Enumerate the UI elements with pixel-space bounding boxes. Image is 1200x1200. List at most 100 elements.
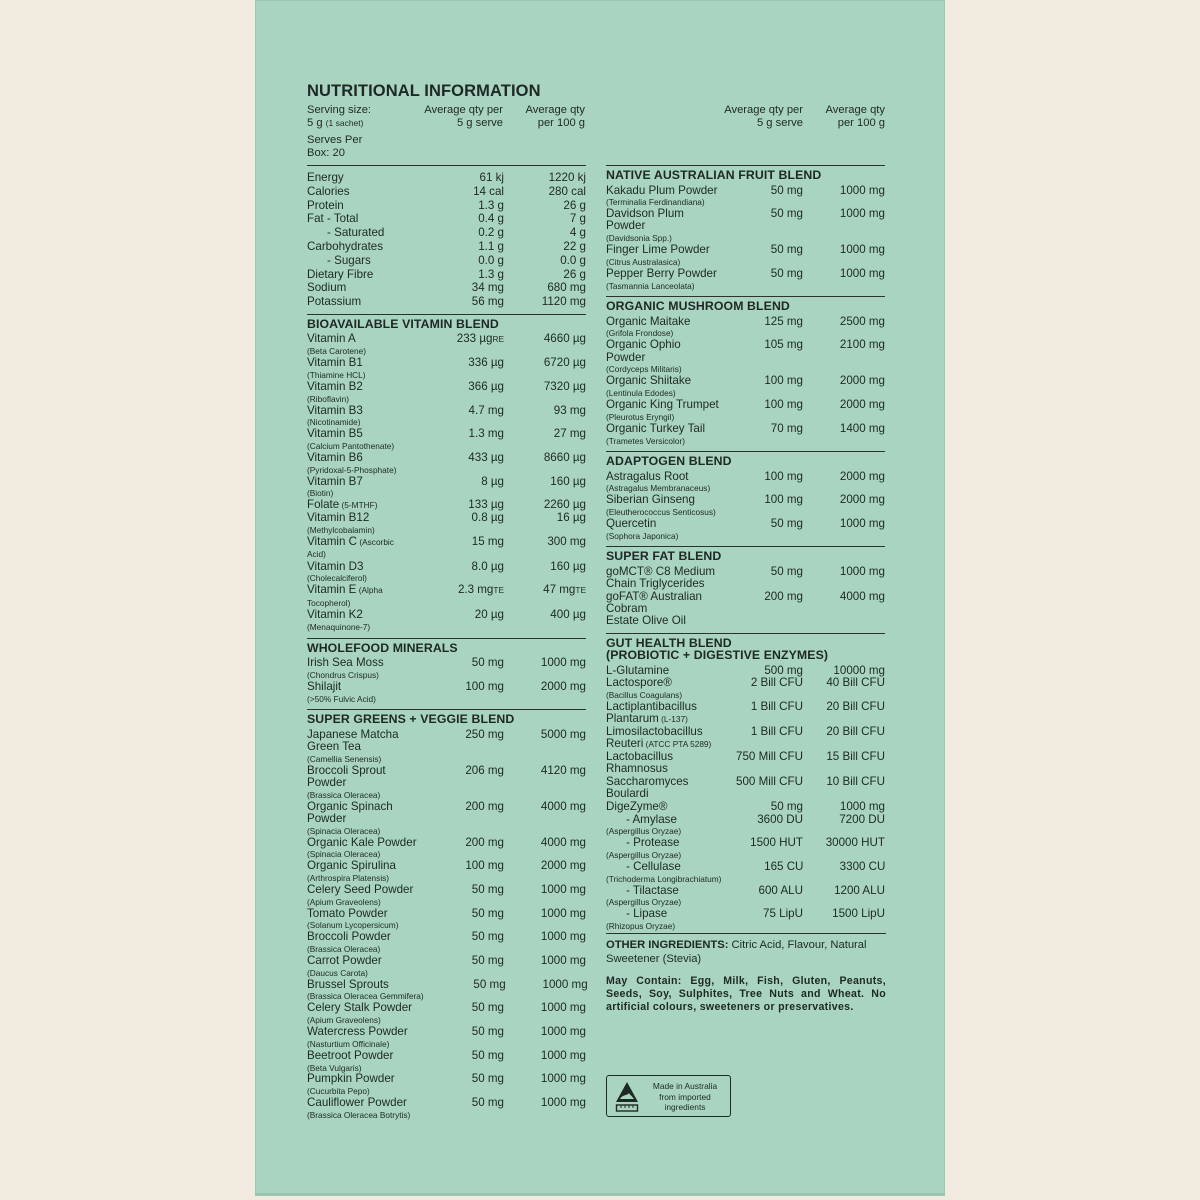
nutrient-row: Fat - Total 0.4 g 7 g <box>307 212 586 226</box>
nutrient-name: Organic Shiitake <box>606 375 721 387</box>
nutrient-name: Japanese Matcha Green Tea <box>307 728 422 754</box>
nutrient-name: Celery Stalk Powder <box>307 1002 422 1014</box>
nutrient-label: Saccharomyces Boulardi <box>606 774 689 801</box>
qty-per-serve: 50 mg <box>422 907 504 931</box>
section-nutrition-facts: Energy 61 kj 1220 kj Calories 14 cal 280 cal P… <box>307 165 586 309</box>
nutrient-name: Pumpkin Powder <box>307 1073 422 1085</box>
qty-per-100g-value: 1220 kj <box>548 171 586 184</box>
nutrient-row: Organic Shiitake (Lentinula Edodes) 100 mg… <box>606 375 885 398</box>
qty-per-serve-value: 50 mg <box>770 799 803 813</box>
qty-per-100g: 27 mg <box>504 428 586 451</box>
qty-per-serve-value: 250 mg <box>465 727 504 741</box>
qty-per-serve: 600 ALU <box>721 883 803 908</box>
allergen-statement: May Contain: Egg, Milk, Fish, Gluten, Pe… <box>606 975 886 1013</box>
qty-per-100g-value: 4000 mg <box>540 835 586 849</box>
nutrient-name-cell: Pepper Berry Powder (Tasmannia Lanceolata… <box>606 267 721 291</box>
qty-per-100g: 160 µg <box>504 475 586 499</box>
qty-per-serve: 50 mg <box>721 267 803 291</box>
qty-per-serve-value: 50 mg <box>471 1048 504 1062</box>
nutrient-name: Cauliflower Powder <box>307 1096 422 1109</box>
section-title: ADAPTOGEN BLEND <box>606 454 732 468</box>
serving-header-right: Average qty per 5 g serve Average qty pe… <box>606 104 885 134</box>
nutrient-name: Calories <box>307 185 422 199</box>
serves-per-box: Serves Per Box: 20 <box>307 134 363 159</box>
qty-per-100g: 400 µg <box>504 609 586 632</box>
nutrient-name-cell: Broccoli Powder (Brassica Oleracea) <box>307 931 422 954</box>
qty-per-100g: 1000 mg <box>504 656 586 680</box>
qty-per-serve-value: 50 mg <box>473 977 506 991</box>
qty-per-100g: 26 g <box>504 199 586 213</box>
nutrient-name-cell: Pumpkin Powder (Cucurbita Pepo) <box>307 1073 422 1096</box>
nutrient-name: Protein <box>307 199 422 213</box>
nutrient-source: (Cordyceps Militaris) <box>606 364 682 375</box>
nutrient-note: (ATCC PTA 5289) <box>643 739 712 750</box>
qty-per-100g: 20 Bill CFU <box>803 700 885 726</box>
serving-size-value: 5 g <box>307 117 323 129</box>
nutrient-source: (Sophora Japonica) <box>606 530 679 541</box>
nutrient-label: Watercress Powder <box>307 1025 408 1039</box>
section-super-greens-veggie-blend: SUPER GREENS + VEGGIE BLEND Japanese Matc… <box>307 709 588 1120</box>
nutrient-name: Carrot Powder <box>307 954 422 967</box>
nutrient-name: DigeZyme® <box>606 800 721 813</box>
nutrient-name: - Amylase <box>606 813 721 826</box>
qty-per-100g: 2000 mg <box>504 680 586 704</box>
qty-per-100g-value: 10000 mg <box>833 663 885 677</box>
nutrient-row: Irish Sea Moss (Chondrus Crispus) 50 mg 100… <box>307 656 586 680</box>
nutrient-row: DigeZyme® 50 mg 1000 mg <box>606 799 885 813</box>
nutrient-name-cell: Limosilactobacillus Reuteri (ATCC PTA 52… <box>606 725 721 751</box>
qty-per-serve: 61 kj <box>422 171 505 185</box>
nutrient-label: Organic Ophio Powder <box>606 338 681 364</box>
qty-per-serve: 50 mg <box>721 517 803 541</box>
nutrient-label: goFAT® Australian Cobram Estate Olive Oi… <box>606 589 702 628</box>
nutrient-row: Organic King Trumpet (Pleurotus Eryngil) 1… <box>606 398 885 422</box>
nutrient-label: - Cellulase <box>626 859 681 873</box>
nutrient-name-cell: Tomato Powder (Solanum Lycopersicum) <box>307 907 422 931</box>
qty-per-serve-value: 50 mg <box>471 1096 504 1110</box>
nutrient-row: Energy 61 kj 1220 kj <box>307 171 586 185</box>
qty-per-serve-value: 15 mg <box>471 534 504 548</box>
nutrient-label: Vitamin B2 <box>307 379 363 393</box>
nutrient-name: Vitamin B3 <box>307 404 422 417</box>
nutrient-row: Astragalus Root (Astragalus Membranaceus)… <box>606 470 885 494</box>
qty-per-serve: 70 mg <box>721 422 803 446</box>
qty-per-100g-value: 30000 HUT <box>825 836 885 850</box>
qty-per-serve-value: 50 mg <box>770 243 803 257</box>
qty-per-100g-value: 40 Bill CFU <box>826 676 885 690</box>
nutrient-row: goMCT® C8 Medium Chain Triglycerides 50 m… <box>606 565 885 591</box>
nutrient-row: Siberian Ginseng (Eleutherococcus Sentico… <box>606 494 885 517</box>
nutrient-label: Kakadu Plum Powder <box>606 183 718 197</box>
qty-per-100g-value: 4000 mg <box>839 589 885 603</box>
nutrient-source: (Tasmannia Lanceolata) <box>606 280 695 291</box>
nutrient-name-cell: Carrot Powder (Daucus Carota) <box>307 954 422 978</box>
nutrient-name-cell: Celery Seed Powder (Apium Graveolens) <box>307 883 422 907</box>
nutrient-source: (Biotin) <box>307 488 334 499</box>
right-column: NATIVE AUSTRALIAN FRUIT BLEND Kakadu Plum… <box>606 160 885 932</box>
qty-per-100g-value: 1000 mg <box>540 882 586 896</box>
qty-per-100g: 1500 LipU <box>803 908 885 931</box>
nutrient-source: (Nasturtium Officinale) <box>307 1038 390 1049</box>
nutrient-row: Japanese Matcha Green Tea (Camellia Senen… <box>307 727 586 765</box>
qty-per-serve-value: 600 ALU <box>758 883 803 897</box>
nutrient-name: Tomato Powder <box>307 907 422 920</box>
qty-per-100g: 1000 mg <box>803 800 885 813</box>
qty-per-100g: 1000 mg <box>803 244 885 267</box>
qty-per-100g-value: 1000 mg <box>839 207 885 221</box>
col-header-per-100g: Average qty per 100 g <box>525 104 586 129</box>
nutrient-label: Potassium <box>307 295 362 309</box>
nutrient-name-cell: Potassium <box>307 295 422 309</box>
qty-per-serve: 200 mg <box>721 590 803 628</box>
nutrient-name-cell: Organic Spirulina (Arthrospira Platensis) <box>307 860 422 883</box>
nutrient-name: Organic Ophio Powder <box>606 339 721 364</box>
nutrient-row: - Protease (Aspergillus Oryzae) 1500 HUT 30… <box>606 837 885 860</box>
nutrient-row: Vitamin B5 (Calcium Pantothenate) 1.3 mg 27… <box>307 428 586 451</box>
qty-per-serve-value: 100 mg <box>764 374 803 388</box>
qty-per-serve-value: 50 mg <box>471 882 504 896</box>
section-title: GUT HEALTH BLEND (PROBIOTIC + DIGESTIVE … <box>606 635 829 663</box>
nutrient-name: Siberian Ginseng <box>606 494 721 506</box>
nutrient-source: (Brassica Oleracea Botrytis) <box>307 1109 411 1120</box>
nutrient-name-cell: Calories <box>307 185 422 199</box>
nutrient-row: L-Glutamine 500 mg 10000 mg <box>606 663 885 677</box>
qty-per-serve: 50 mg <box>721 244 803 267</box>
nutrient-name-cell: Vitamin C (Ascorbic Acid) <box>307 535 422 561</box>
other-ingredients-text: Citric Acid, Flavour, Natural Sweetener … <box>606 939 867 965</box>
